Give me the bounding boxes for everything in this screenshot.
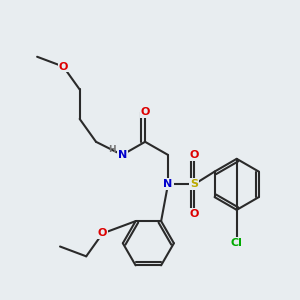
Text: O: O: [98, 228, 107, 239]
Text: O: O: [58, 61, 68, 72]
Text: Cl: Cl: [231, 238, 243, 248]
Text: O: O: [190, 209, 199, 219]
Text: O: O: [190, 150, 199, 160]
Text: S: S: [190, 179, 198, 189]
Text: N: N: [164, 179, 172, 189]
Text: H: H: [108, 145, 116, 154]
Text: N: N: [118, 150, 127, 160]
Text: O: O: [140, 107, 150, 117]
